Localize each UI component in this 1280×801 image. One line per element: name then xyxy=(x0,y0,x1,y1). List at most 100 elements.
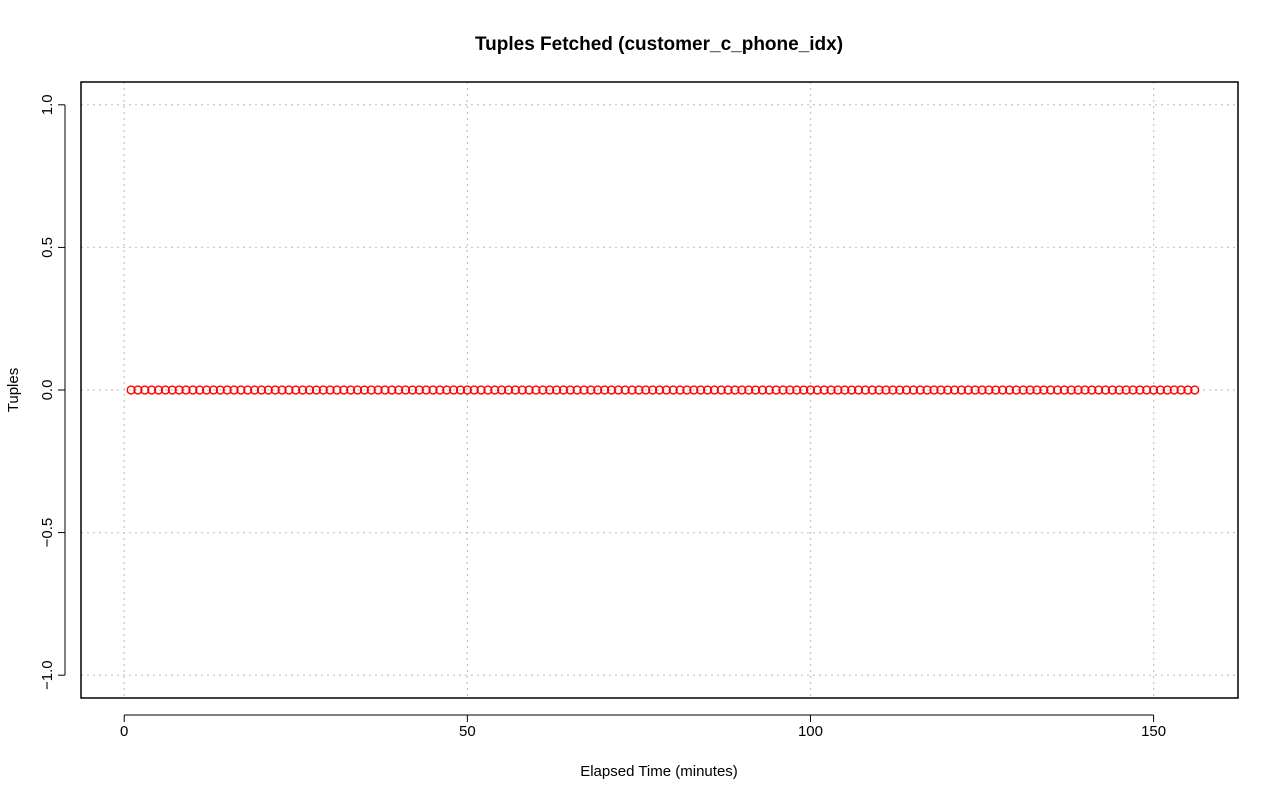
data-point xyxy=(929,385,939,395)
data-point xyxy=(277,385,287,395)
data-point xyxy=(188,385,198,395)
data-point xyxy=(750,385,761,395)
data-point xyxy=(689,385,699,395)
data-point xyxy=(785,385,795,395)
data-point xyxy=(1011,385,1021,395)
x-tick-label: 150 xyxy=(1141,723,1166,740)
data-point xyxy=(579,385,589,395)
data-point xyxy=(984,385,994,395)
data-point xyxy=(1162,385,1172,395)
data-point xyxy=(270,385,280,395)
y-axis-title: Tuples xyxy=(5,368,22,412)
data-point xyxy=(648,385,658,395)
data-point xyxy=(1183,385,1193,395)
data-point xyxy=(400,385,411,395)
data-point xyxy=(572,385,582,395)
data-point xyxy=(1169,385,1179,395)
data-point xyxy=(407,385,418,395)
data-point xyxy=(606,385,617,395)
data-point xyxy=(847,385,857,395)
data-point xyxy=(778,385,788,395)
data-point xyxy=(915,385,925,395)
y-tick-label: 1.0 xyxy=(39,94,56,115)
data-point xyxy=(1094,385,1104,395)
data-point xyxy=(229,385,239,395)
data-point xyxy=(812,385,822,395)
data-point xyxy=(311,385,321,395)
data-point xyxy=(888,385,898,395)
y-tick-label: −1.0 xyxy=(39,660,56,690)
axes: 0 50 100 150 −1.0 −0.5 0.0 0.5 1.0 xyxy=(39,94,1166,740)
data-point xyxy=(558,385,569,395)
data-point xyxy=(1032,385,1042,395)
data-point xyxy=(682,385,692,395)
data-point xyxy=(517,385,527,395)
data-point xyxy=(833,385,843,395)
data-point xyxy=(826,385,836,395)
data-point xyxy=(1059,385,1069,395)
x-axis-title: Elapsed Time (minutes) xyxy=(580,763,738,780)
data-point xyxy=(256,385,267,395)
data-point xyxy=(771,385,781,395)
data-point xyxy=(936,385,946,395)
data-point xyxy=(483,385,493,395)
data-point xyxy=(449,385,459,395)
data-point xyxy=(654,385,665,395)
data-point xyxy=(1121,385,1131,395)
data-point xyxy=(1018,385,1028,395)
data-point xyxy=(943,385,953,395)
data-point xyxy=(1004,385,1015,395)
data-point xyxy=(1039,385,1049,395)
data-point xyxy=(503,385,514,395)
data-point xyxy=(634,385,644,395)
chart-title: Tuples Fetched (customer_c_phone_idx) xyxy=(475,34,843,55)
data-point xyxy=(668,385,678,395)
data-point xyxy=(373,385,383,395)
data-point xyxy=(174,385,184,395)
data-point xyxy=(298,385,308,395)
data-point xyxy=(455,385,466,395)
data-point xyxy=(325,385,335,395)
data-point xyxy=(153,385,164,395)
data-point xyxy=(998,385,1008,395)
data-point xyxy=(387,385,397,395)
data-point xyxy=(792,385,802,395)
data-point xyxy=(332,385,342,395)
data-point xyxy=(627,385,637,395)
data-point xyxy=(524,385,534,395)
data-point xyxy=(600,385,610,395)
plot-frame xyxy=(80,81,1239,699)
data-point xyxy=(737,385,747,395)
data-point xyxy=(908,385,919,395)
data-point xyxy=(881,385,891,395)
data-point xyxy=(359,385,370,395)
data-point xyxy=(661,385,671,395)
data-point xyxy=(764,385,774,395)
data-point xyxy=(977,385,987,395)
data-point xyxy=(201,385,212,395)
data-point xyxy=(435,385,445,395)
data-point xyxy=(497,385,507,395)
data-point xyxy=(1046,385,1056,395)
data-point xyxy=(318,385,328,395)
data-point xyxy=(723,385,733,395)
x-tick-label: 100 xyxy=(798,723,823,740)
data-point xyxy=(1128,385,1138,395)
data-point xyxy=(1100,385,1111,395)
data-point xyxy=(366,385,376,395)
data-point xyxy=(215,385,225,395)
data-point xyxy=(538,385,548,395)
data-point xyxy=(696,385,706,395)
data-point xyxy=(442,385,452,395)
data-point xyxy=(675,385,685,395)
data-point xyxy=(1155,385,1166,395)
data-point xyxy=(853,385,864,395)
data-point xyxy=(744,385,754,395)
data-point xyxy=(949,385,960,395)
data-point xyxy=(243,385,253,395)
data-point xyxy=(284,385,294,395)
data-point xyxy=(380,385,390,395)
data-point xyxy=(551,385,562,395)
x-tick-label: 50 xyxy=(459,723,476,740)
